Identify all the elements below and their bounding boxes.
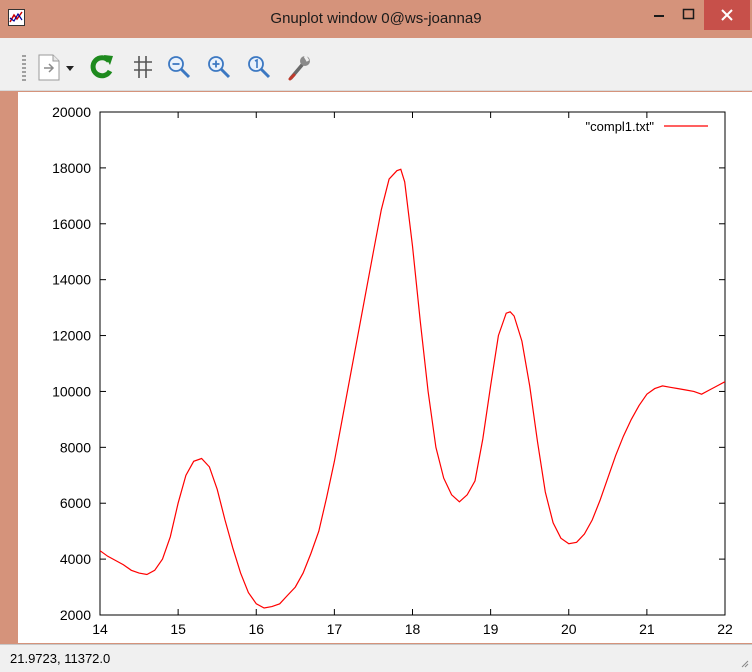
y-tick-label: 10000 — [52, 383, 91, 399]
y-tick-label: 18000 — [52, 160, 91, 176]
y-tick-label: 2000 — [60, 607, 91, 623]
title-bar[interactable] — [0, 0, 752, 38]
plot-frame — [99, 111, 726, 616]
gnuplot-app-icon — [8, 9, 25, 26]
plot-canvas[interactable]: 14 15 16 17 18 19 20 21 22 2000 4000 6000 8000 10000… — [18, 92, 752, 643]
x-tick-label: 14 — [92, 621, 108, 637]
x-tick-label: 20 — [561, 621, 577, 637]
y-tick-label: 20000 — [52, 104, 91, 120]
y-tick-label: 14000 — [52, 272, 91, 288]
status-bar — [0, 644, 752, 672]
copy-print-dropdown-icon[interactable] — [36, 52, 78, 82]
x-tick-label: 19 — [483, 621, 499, 637]
resize-grip-icon[interactable] — [739, 658, 749, 668]
line-chart[interactable]: 14 15 16 17 18 19 20 21 22 2000 4000 6000 8000 10000… — [18, 92, 752, 643]
maximize-icon[interactable] — [674, 0, 704, 30]
legend-entry-label: "compl1.txt" — [586, 119, 655, 134]
mouse-coordinates-readout: 21.9723, 11372.0 — [10, 651, 111, 666]
x-tick-label: 22 — [717, 621, 733, 637]
y-tick-label: 16000 — [52, 216, 91, 232]
minimize-icon[interactable] — [644, 0, 674, 30]
toolbar-grip[interactable] — [22, 55, 26, 83]
close-icon[interactable] — [704, 0, 750, 30]
replot-icon[interactable] — [88, 52, 116, 82]
zoom-in-icon[interactable] — [205, 52, 233, 82]
window-title: Gnuplot window 0@ws-joanna9 — [270, 10, 482, 27]
zoom-reset-icon[interactable] — [245, 52, 273, 82]
x-tick-label: 16 — [248, 621, 264, 637]
y-tick-label: 4000 — [60, 551, 91, 567]
toolbar — [0, 38, 752, 91]
grid-icon[interactable] — [130, 52, 158, 82]
x-tick-label: 18 — [405, 621, 421, 637]
zoom-out-icon[interactable] — [165, 52, 193, 82]
y-tick-label: 12000 — [52, 328, 91, 344]
series-line-compl1 — [99, 168, 726, 609]
x-tick-label: 17 — [327, 621, 343, 637]
options-wrench-icon[interactable] — [285, 52, 313, 82]
y-tick-label: 6000 — [60, 495, 91, 511]
y-tick-label: 8000 — [60, 439, 91, 455]
window-left-border — [14, 92, 18, 643]
x-tick-label: 21 — [639, 621, 655, 637]
x-tick-label: 15 — [170, 621, 186, 637]
